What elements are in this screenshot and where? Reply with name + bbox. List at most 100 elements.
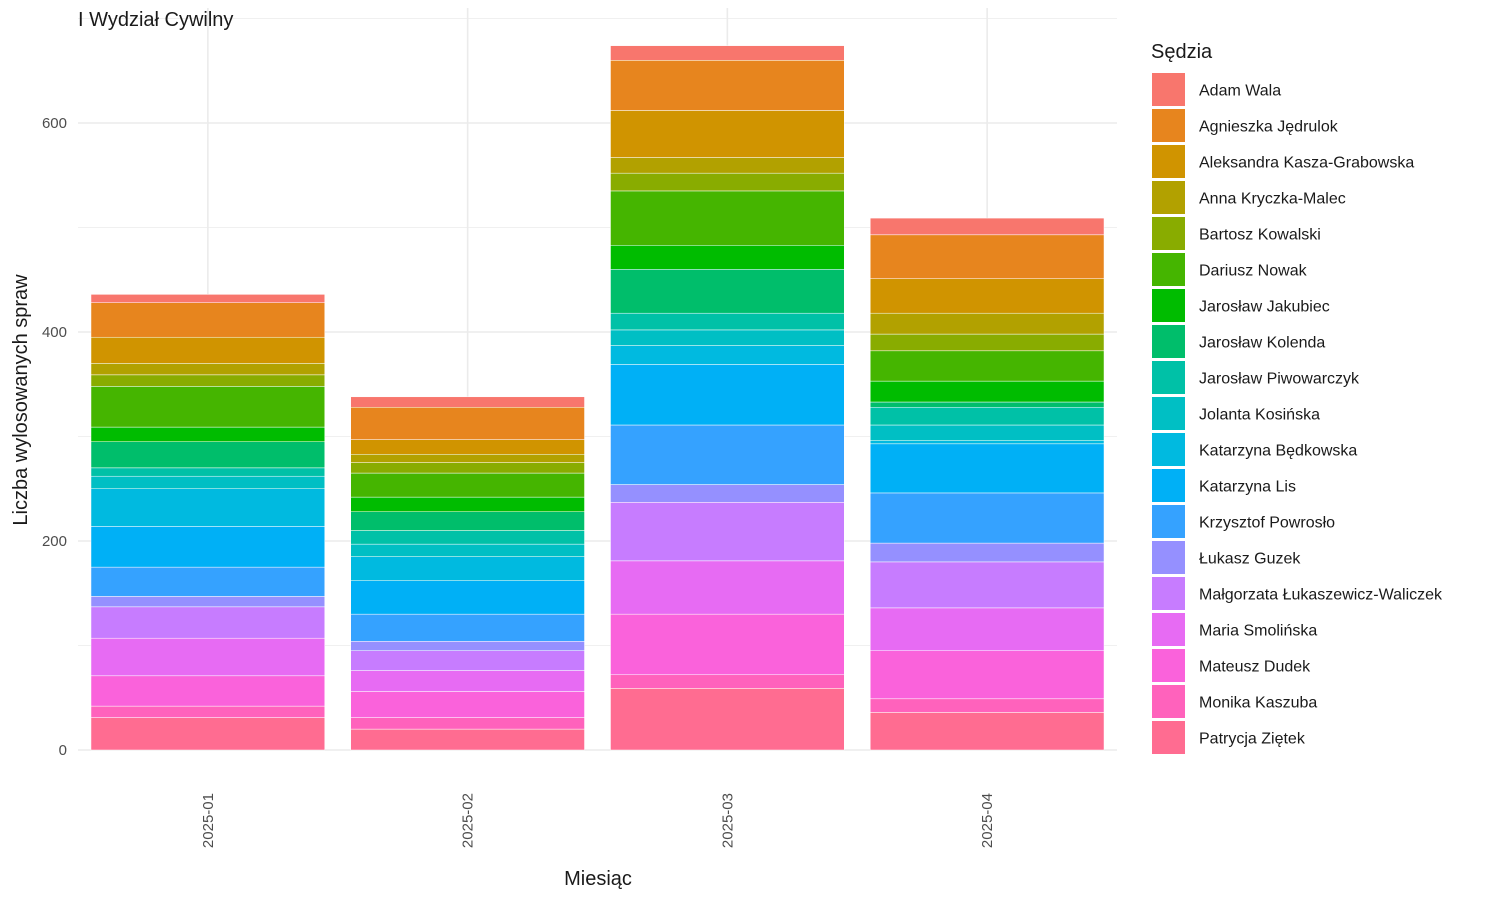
bar-segment — [610, 484, 845, 503]
bar-segment — [610, 190, 845, 246]
bar-segment — [610, 364, 845, 426]
bar-segment — [869, 650, 1105, 700]
bar-segment — [90, 566, 326, 597]
bar-segment — [90, 441, 326, 469]
bar-segment — [90, 386, 326, 428]
bar-segment — [350, 691, 585, 718]
bars — [90, 45, 1105, 751]
bar-segment — [869, 607, 1105, 651]
legend-key — [1152, 325, 1185, 358]
legend-key — [1152, 253, 1185, 286]
legend-label: Monika Kaszuba — [1199, 695, 1317, 712]
legend-label: Łukasz Guzek — [1199, 551, 1301, 568]
y-tick-label: 0 — [59, 742, 67, 759]
legend-key — [1152, 721, 1185, 754]
axes: 2025-01 2025-02 2025-03 2025-04 0 200 400 600 — [42, 115, 996, 848]
bar-segment — [610, 502, 845, 562]
legend-label: Anna Kryczka-Malec — [1199, 191, 1346, 208]
bar-segment — [869, 492, 1105, 544]
x-axis-title: Miesiąc — [564, 868, 632, 890]
legend-key — [1152, 397, 1185, 430]
legend-label: Krzysztof Powrosło — [1199, 515, 1335, 532]
legend-label: Małgorzata Łukaszewicz-Waliczek — [1199, 587, 1443, 604]
legend-label: Dariusz Nowak — [1199, 263, 1308, 280]
bar-segment — [90, 294, 326, 303]
bar-segment — [90, 336, 326, 364]
chart-title: I Wydział Cywilny — [78, 9, 233, 31]
bar-segment — [350, 454, 585, 463]
legend-key — [1152, 289, 1185, 322]
bar-segment — [610, 245, 845, 270]
bar-segment — [90, 302, 326, 338]
bar-segment — [610, 674, 845, 689]
bar-segment — [90, 467, 326, 477]
bar-segment — [350, 530, 585, 545]
bar-segment — [90, 717, 326, 751]
bar-segment — [350, 580, 585, 615]
legend-key — [1152, 469, 1185, 502]
bar-segment — [90, 526, 326, 568]
bar-segment — [869, 542, 1105, 563]
legend-key — [1152, 685, 1185, 718]
legend-label: Maria Smolińska — [1199, 623, 1317, 640]
bar-segment — [350, 556, 585, 581]
bar-segment — [610, 269, 845, 314]
bar-segment — [869, 561, 1105, 609]
bar-segment — [869, 406, 1105, 426]
bar-segment — [610, 110, 845, 158]
legend-label: Bartosz Kowalski — [1199, 227, 1321, 244]
legend: Sędzia Adam Wala Agnieszka Jędrulok Aleksa… — [1151, 41, 1443, 754]
legend-label: Jarosław Jakubiec — [1199, 299, 1330, 316]
legend-key — [1152, 541, 1185, 574]
bar-segment — [90, 374, 326, 387]
bar-segment — [90, 363, 326, 376]
legend-label: Agnieszka Jędrulok — [1199, 119, 1339, 136]
bar-segment — [869, 217, 1105, 236]
legend-key — [1152, 181, 1185, 214]
bar-segment — [610, 688, 845, 751]
legend-key — [1152, 433, 1185, 466]
bar-segment — [610, 45, 845, 61]
bar-segment — [869, 440, 1105, 445]
bar-segment — [869, 698, 1105, 713]
legend-label: Katarzyna Lis — [1199, 479, 1296, 496]
bar-segment — [350, 511, 585, 531]
legend-key — [1152, 613, 1185, 646]
bar-segment — [350, 439, 585, 455]
legend-label: Mateusz Dudek — [1199, 659, 1311, 676]
bar-segment — [350, 496, 585, 512]
bar-segment — [90, 637, 326, 677]
bar-segment — [90, 426, 326, 442]
bar-segment — [90, 606, 326, 639]
legend-key — [1152, 109, 1185, 142]
bar-segment — [869, 333, 1105, 352]
legend-title: Sędzia — [1151, 41, 1213, 63]
y-axis-title: Liczba wylosowanych spraw — [10, 274, 32, 526]
bar-segment — [350, 396, 585, 408]
legend-key — [1152, 577, 1185, 610]
bar-segment — [350, 728, 585, 751]
bar-segment — [90, 475, 326, 489]
legend-label: Jolanta Kosińska — [1199, 407, 1320, 424]
bar-segment — [610, 424, 845, 485]
bar-segment — [610, 560, 845, 615]
y-tick-label: 600 — [42, 115, 67, 132]
bar-segment — [610, 60, 845, 111]
bar-segment — [610, 312, 845, 331]
legend-label: Katarzyna Będkowska — [1199, 443, 1357, 460]
bar-segment — [350, 472, 585, 498]
bar-segment — [869, 312, 1105, 335]
legend-key — [1152, 361, 1185, 394]
bar-segment — [350, 406, 585, 440]
legend-key — [1152, 145, 1185, 178]
bar-segment — [869, 380, 1105, 403]
legend-label: Patrycja Ziętek — [1199, 731, 1306, 748]
y-tick-label: 200 — [42, 533, 67, 550]
bar-segment — [350, 650, 585, 671]
legend-label: Jarosław Piwowarczyk — [1199, 371, 1360, 388]
bar-segment — [350, 543, 585, 557]
bar-segment — [90, 705, 326, 718]
bar-segment — [350, 641, 585, 651]
bar-segment — [90, 675, 326, 707]
